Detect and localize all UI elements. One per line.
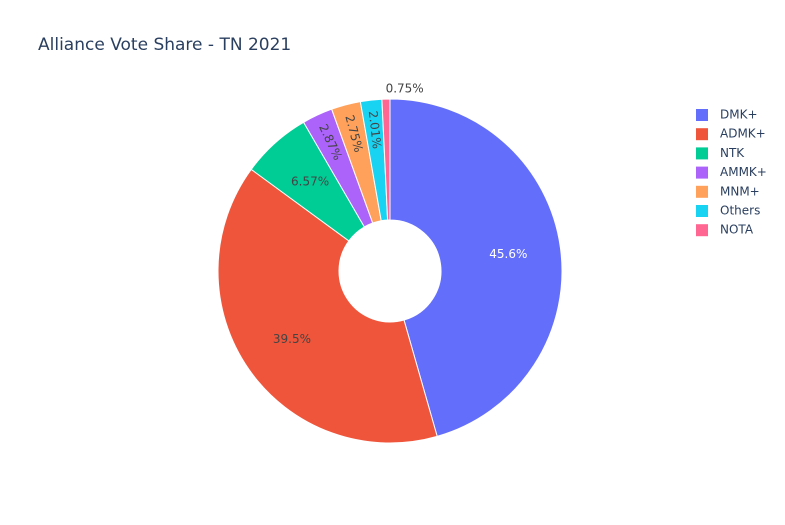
- slice-label: 6.57%: [291, 175, 329, 189]
- legend-label: ADMK+: [720, 127, 766, 141]
- pie-slice: [217, 168, 438, 444]
- slice-label: 45.6%: [489, 247, 527, 261]
- legend-swatch: [696, 166, 708, 179]
- legend-label: DMK+: [720, 108, 758, 122]
- legend-label: NTK: [720, 146, 745, 160]
- legend-label: MNM+: [720, 184, 760, 198]
- legend-swatch: [696, 147, 708, 160]
- legend-label: NOTA: [720, 223, 754, 237]
- legend-swatch: [696, 224, 708, 237]
- legend-swatch: [696, 185, 708, 198]
- chart-title: Alliance Vote Share - TN 2021: [38, 35, 291, 55]
- legend-swatch: [696, 205, 708, 217]
- legend-label: AMMK+: [720, 165, 767, 179]
- legend-swatch: [696, 128, 708, 141]
- slice-label: 0.75%: [386, 82, 424, 96]
- legend-swatch: [696, 109, 708, 121]
- pie-slice: [381, 98, 391, 221]
- slice-label: 2.01%: [366, 110, 384, 149]
- slice-label: 39.5%: [273, 332, 311, 346]
- pie-slice: [389, 98, 563, 438]
- legend-label: Others: [720, 204, 760, 218]
